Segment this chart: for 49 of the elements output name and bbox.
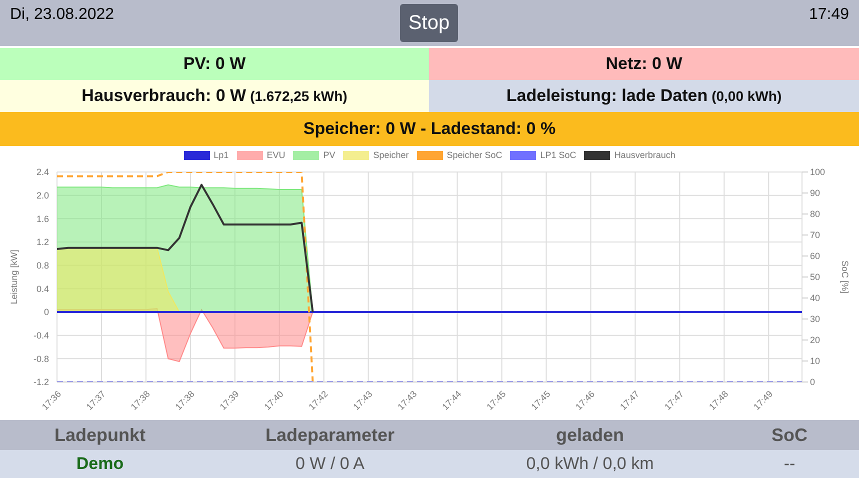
text: geladen [554, 424, 626, 447]
y-tick-label: 1.2 [36, 237, 49, 248]
legend-label: Lp1 [214, 150, 229, 160]
y2-tick-label: 10 [810, 356, 820, 366]
y-tick-label: 2.0 [36, 190, 49, 201]
y-tick-label: -0.8 [33, 354, 49, 364]
text: Ladeparameter [264, 424, 396, 447]
text: PV: 0 W [0, 48, 429, 80]
y-tick-label: -0.4 [33, 330, 49, 341]
y2-tick-label: 30 [810, 314, 820, 324]
text: Speicher: 0 W - Ladestand: 0 % [0, 112, 859, 146]
text: (0,00 kWh) [712, 88, 782, 104]
legend-label: PV [323, 150, 336, 160]
text: (1.672,25 kWh) [250, 88, 348, 104]
y-tick-label: 0 [44, 307, 49, 318]
y-tick-label: 2.4 [36, 167, 49, 178]
text: 17:49 [808, 6, 849, 24]
y2-tick-label: 0 [810, 377, 816, 388]
text: SoC [770, 424, 808, 446]
legend-label: Speicher SoC [446, 150, 502, 160]
y2-tick-label: 80 [810, 209, 820, 220]
y2-tick-label: 90 [810, 188, 820, 198]
y-tick-label: 0.8 [36, 260, 49, 271]
legend-label: Speicher [373, 150, 409, 160]
text: 0 W / 0 A [294, 453, 366, 475]
text: Netz: 0 W [429, 48, 859, 80]
text: -- [782, 453, 796, 475]
y-axis-title: Leistung [kW] [9, 250, 20, 304]
text: Ladepunkt [53, 424, 146, 447]
text: Ladeleistung: lade Daten [506, 86, 708, 105]
text: Di, 23.08.2022 [10, 6, 114, 24]
y2-tick-label: 40 [810, 293, 820, 304]
legend-label: EVU [266, 150, 286, 160]
y2-tick-label: 20 [810, 335, 820, 346]
legend-label: LP1 SoC [540, 150, 576, 160]
y2-axis-title: SoC [%] [840, 260, 850, 294]
y-tick-label: 1.6 [36, 214, 49, 224]
legend-label: Hausverbrauch [614, 150, 676, 160]
y-tick-label: 0.4 [36, 284, 49, 294]
y-tick-label: -1.2 [33, 377, 49, 388]
y2-tick-label: 70 [810, 230, 820, 240]
line-series [57, 184, 314, 313]
text: Hausverbrauch: 0 W [82, 86, 246, 105]
text: Demo [75, 453, 125, 475]
text: 0,0 kWh / 0,0 km [525, 453, 655, 475]
y2-tick-label: 60 [810, 251, 820, 262]
y2-tick-label: 100 [810, 167, 826, 178]
y2-tick-label: 50 [810, 272, 820, 282]
text: Stop [400, 4, 458, 42]
